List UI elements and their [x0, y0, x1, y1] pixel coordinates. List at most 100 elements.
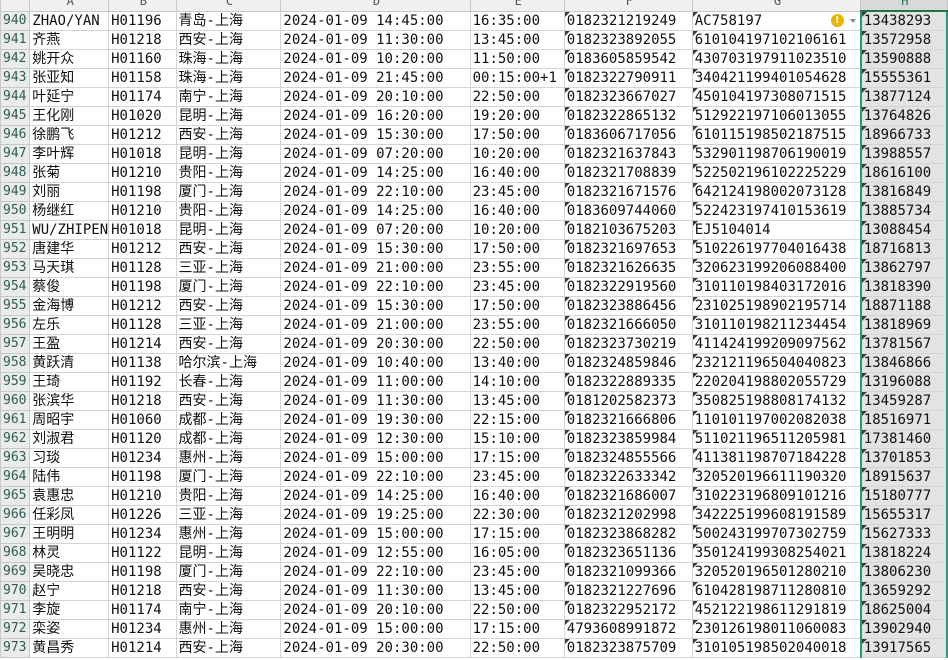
row-header[interactable]: 961	[0, 410, 31, 430]
cell-b[interactable]: H01122	[108, 543, 177, 563]
cell-g[interactable]: EJ5104014	[691, 220, 862, 240]
column-header-c[interactable]: C	[175, 0, 282, 12]
cell-e[interactable]: 22:50:00	[469, 334, 565, 354]
cell-e[interactable]: 23:45:00	[469, 182, 565, 202]
row-header[interactable]: 951	[0, 220, 31, 240]
cell-b[interactable]: H01234	[108, 524, 177, 544]
cell-f[interactable]: 0182323651136	[563, 543, 693, 563]
cell-a[interactable]: 唐建华	[29, 239, 110, 259]
cell-f[interactable]: 0182103675203	[563, 220, 693, 240]
cell-h[interactable]: 18716813	[859, 239, 948, 259]
cell-c[interactable]: 西安-上海	[175, 125, 282, 145]
cell-g[interactable]: 610115198502187515	[691, 125, 862, 145]
cell-f[interactable]: 0182321202998	[563, 505, 693, 525]
cell-f[interactable]: 0182321666050	[563, 315, 693, 335]
cell-c[interactable]: 昆明-上海	[175, 543, 282, 563]
cell-f[interactable]: 0182322919560	[563, 277, 693, 297]
cell-f[interactable]: 0182321671576	[563, 182, 693, 202]
row-header[interactable]: 946	[0, 125, 31, 145]
row-header[interactable]: 956	[0, 315, 31, 335]
cell-h[interactable]: 18616100	[859, 163, 948, 183]
cell-e[interactable]: 23:55:00	[469, 258, 565, 278]
cell-c[interactable]: 三亚-上海	[175, 505, 282, 525]
row-header[interactable]: 965	[0, 486, 31, 506]
cell-b[interactable]: H01198	[108, 277, 177, 297]
cell-g[interactable]: 610428198711280810	[691, 581, 862, 601]
cell-a[interactable]: 杨继红	[29, 201, 110, 221]
cell-g[interactable]: 411424199209097562	[691, 334, 862, 354]
cell-e[interactable]: 22:30:00	[469, 505, 565, 525]
column-header-d[interactable]: D	[280, 0, 471, 12]
cell-g[interactable]: 310105198502040018	[691, 638, 862, 658]
cell-c[interactable]: 贵阳-上海	[175, 163, 282, 183]
row-header[interactable]: 942	[0, 49, 31, 69]
cell-h[interactable]: 15655317	[859, 505, 948, 525]
cell-h[interactable]: 15180777	[859, 486, 948, 506]
row-header[interactable]: 940	[0, 10, 31, 31]
cell-h[interactable]: 13862797	[859, 258, 948, 278]
cell-b[interactable]: H01226	[108, 505, 177, 525]
cell-b[interactable]: H01192	[108, 372, 177, 392]
cell-f[interactable]: 0182321227696	[563, 581, 693, 601]
cell-c[interactable]: 青岛-上海	[175, 10, 282, 31]
cell-a[interactable]: 张滨华	[29, 391, 110, 411]
cell-e[interactable]: 22:50:00	[469, 87, 565, 107]
cell-d[interactable]: 2024-01-09 20:10:00	[280, 87, 471, 107]
cell-b[interactable]: H01020	[108, 106, 177, 126]
cell-b[interactable]: H01060	[108, 410, 177, 430]
row-header[interactable]: 944	[0, 87, 31, 107]
cell-d[interactable]: 2024-01-09 22:10:00	[280, 562, 471, 582]
cell-g[interactable]: 522423197410153619	[691, 201, 862, 221]
cell-b[interactable]: H01158	[108, 68, 177, 88]
cell-f[interactable]: 4793608991872	[563, 619, 693, 639]
cell-h[interactable]: 13438293	[859, 10, 948, 31]
row-header[interactable]: 963	[0, 448, 31, 468]
cell-a[interactable]: 袁惠忠	[29, 486, 110, 506]
cell-f[interactable]: 0182322865132	[563, 106, 693, 126]
cell-g[interactable]: 450104197308071515	[691, 87, 862, 107]
cell-e[interactable]: 16:40:00	[469, 163, 565, 183]
cell-h[interactable]: 15555361	[859, 68, 948, 88]
cell-c[interactable]: 厦门-上海	[175, 277, 282, 297]
cell-c[interactable]: 西安-上海	[175, 581, 282, 601]
cell-a[interactable]: 黄跃清	[29, 353, 110, 373]
cell-c[interactable]: 厦门-上海	[175, 562, 282, 582]
cell-d[interactable]: 2024-01-09 14:45:00	[280, 10, 471, 31]
cell-d[interactable]: 2024-01-09 12:30:00	[280, 429, 471, 449]
cell-g[interactable]: 642124198002073128	[691, 182, 862, 202]
cell-d[interactable]: 2024-01-09 22:10:00	[280, 277, 471, 297]
cell-f[interactable]: 0182321099366	[563, 562, 693, 582]
cell-b[interactable]: H01210	[108, 163, 177, 183]
cell-g[interactable]: 532901198706190019	[691, 144, 862, 164]
cell-h[interactable]: 13590888	[859, 49, 948, 69]
cell-e[interactable]: 23:45:00	[469, 562, 565, 582]
cell-d[interactable]: 2024-01-09 15:00:00	[280, 524, 471, 544]
row-header[interactable]: 959	[0, 372, 31, 392]
cell-h[interactable]: 13781567	[859, 334, 948, 354]
cell-b[interactable]: H01174	[108, 87, 177, 107]
cell-a[interactable]: 姚开众	[29, 49, 110, 69]
cell-a[interactable]: 蔡俊	[29, 277, 110, 297]
cell-g[interactable]: 522502196102225229	[691, 163, 862, 183]
cell-b[interactable]: H01218	[108, 30, 177, 50]
cell-e[interactable]: 23:45:00	[469, 467, 565, 487]
cell-h[interactable]: 18871188	[859, 296, 948, 316]
cell-h[interactable]: 13818969	[859, 315, 948, 335]
cell-f[interactable]: 0183606717056	[563, 125, 693, 145]
cell-c[interactable]: 惠州-上海	[175, 524, 282, 544]
cell-f[interactable]: 0182322952172	[563, 600, 693, 620]
cell-a[interactable]: 林灵	[29, 543, 110, 563]
row-header[interactable]: 967	[0, 524, 31, 544]
cell-f[interactable]: 0182321637843	[563, 144, 693, 164]
cell-b[interactable]: H01138	[108, 353, 177, 373]
cell-e[interactable]: 23:45:00	[469, 277, 565, 297]
row-header[interactable]: 955	[0, 296, 31, 316]
row-header[interactable]: 960	[0, 391, 31, 411]
cell-c[interactable]: 昆明-上海	[175, 144, 282, 164]
cell-a[interactable]: 王明明	[29, 524, 110, 544]
cell-h[interactable]: 13764826	[859, 106, 948, 126]
cell-g[interactable]: 310110198403172016	[691, 277, 862, 297]
cell-a[interactable]: 左乐	[29, 315, 110, 335]
cell-b[interactable]: H01120	[108, 429, 177, 449]
cell-g[interactable]: 452122198611291819	[691, 600, 862, 620]
